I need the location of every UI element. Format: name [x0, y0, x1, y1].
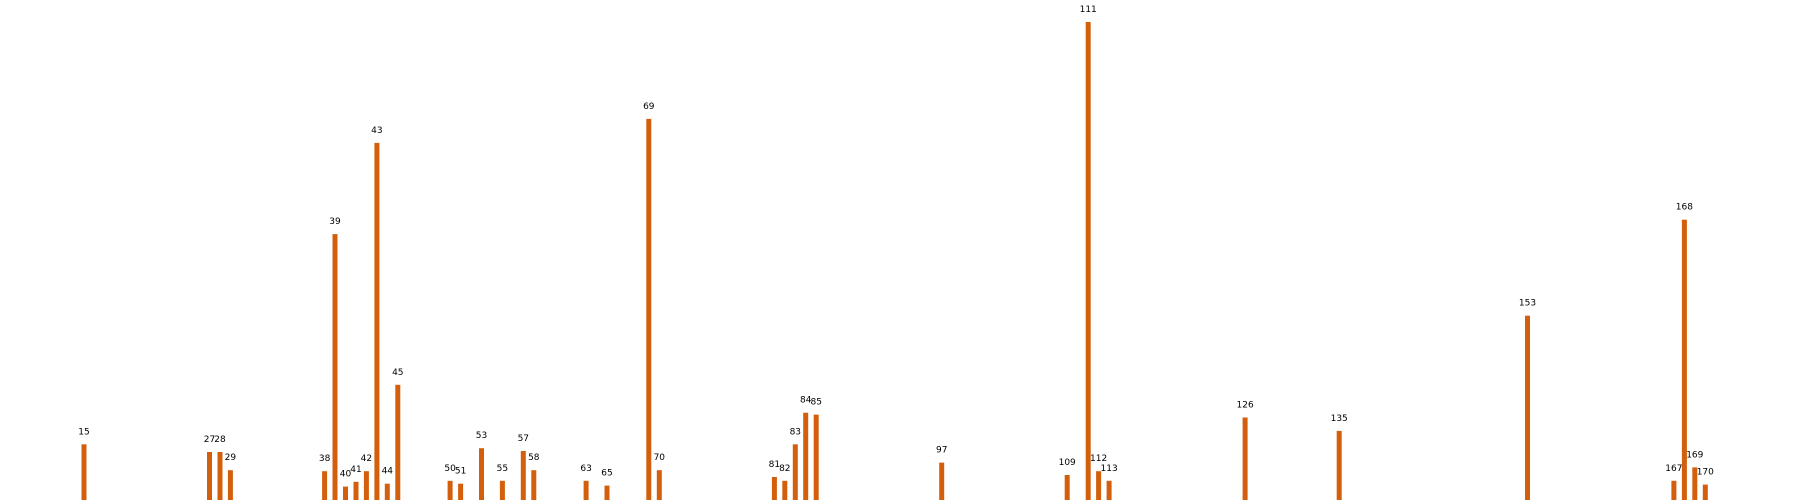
bar-85	[813, 414, 819, 500]
bar-label-44: 44	[382, 467, 394, 477]
bar-51	[458, 483, 464, 500]
bar-label-58: 58	[528, 453, 540, 463]
bar-label-39: 39	[329, 217, 341, 227]
bar-label-28: 28	[214, 435, 226, 445]
bar-15	[81, 444, 87, 500]
bar-50	[447, 480, 453, 500]
bar-label-42: 42	[361, 454, 372, 464]
bar-label-85: 85	[810, 398, 821, 408]
bar-label-83: 83	[790, 427, 801, 437]
bar-label-53: 53	[476, 431, 487, 441]
bar-label-113: 113	[1101, 464, 1118, 474]
bar-label-126: 126	[1237, 401, 1254, 411]
bar-label-63: 63	[580, 464, 591, 474]
bar-29	[227, 470, 233, 500]
bar-label-43: 43	[371, 126, 382, 136]
bar-label-38: 38	[319, 454, 331, 464]
bar-41	[353, 481, 359, 500]
bar-label-51: 51	[455, 467, 466, 477]
bar-109	[1064, 475, 1070, 500]
bar-63	[583, 480, 589, 500]
bar-55	[499, 480, 505, 500]
bar-153	[1525, 315, 1530, 500]
bar-label-109: 109	[1059, 458, 1076, 468]
bar-170	[1702, 484, 1708, 500]
bar-28	[217, 452, 223, 500]
bar-label-82: 82	[779, 464, 790, 474]
bar-label-170: 170	[1697, 468, 1714, 478]
bar-38	[322, 471, 328, 500]
bar-label-15: 15	[78, 427, 89, 437]
bar-44	[384, 483, 390, 500]
bar-label-45: 45	[392, 368, 403, 378]
bar-42	[363, 471, 369, 500]
bar-111	[1085, 22, 1091, 500]
bar-label-112: 112	[1090, 454, 1107, 464]
bar-label-41: 41	[350, 465, 361, 475]
bar-label-69: 69	[643, 102, 655, 112]
bar-label-70: 70	[654, 453, 666, 463]
bar-43	[374, 142, 380, 500]
bar-label-84: 84	[800, 396, 812, 406]
bar-135	[1336, 430, 1342, 500]
bar-97	[939, 462, 945, 500]
bar-label-167: 167	[1665, 464, 1682, 474]
bar-label-40: 40	[340, 470, 352, 480]
bar-label-153: 153	[1519, 299, 1536, 309]
bar-83	[792, 444, 798, 500]
bar-70	[656, 470, 662, 500]
bar-112	[1096, 471, 1102, 500]
bar-label-29: 29	[225, 453, 237, 463]
bar-label-169: 169	[1686, 450, 1703, 460]
bar-label-135: 135	[1331, 414, 1348, 424]
bar-label-81: 81	[769, 460, 780, 470]
bar-81	[771, 477, 777, 500]
bar-82	[782, 480, 788, 500]
bar-label-55: 55	[497, 464, 508, 474]
bar-27	[207, 452, 212, 500]
bar-65	[604, 485, 610, 500]
bar-113	[1106, 480, 1112, 500]
bar-40	[343, 486, 348, 500]
bar-126	[1242, 417, 1248, 500]
bar-39	[332, 234, 338, 500]
bar-53	[479, 448, 484, 500]
bar-57	[520, 451, 526, 500]
bar-label-27: 27	[204, 435, 215, 445]
bar-69	[646, 118, 652, 500]
bar-label-57: 57	[518, 434, 529, 444]
bar-45	[395, 384, 401, 500]
bar-168	[1681, 219, 1687, 500]
bar-label-97: 97	[936, 446, 947, 456]
bar-label-50: 50	[444, 464, 456, 474]
bar-label-111: 111	[1080, 5, 1097, 15]
bar-169	[1692, 467, 1698, 500]
bar-58	[531, 470, 537, 500]
bars-group	[81, 22, 1708, 500]
bar-84	[803, 412, 809, 500]
bar-label-65: 65	[601, 469, 612, 479]
bar-167	[1671, 480, 1677, 500]
bar-label-168: 168	[1676, 203, 1693, 213]
